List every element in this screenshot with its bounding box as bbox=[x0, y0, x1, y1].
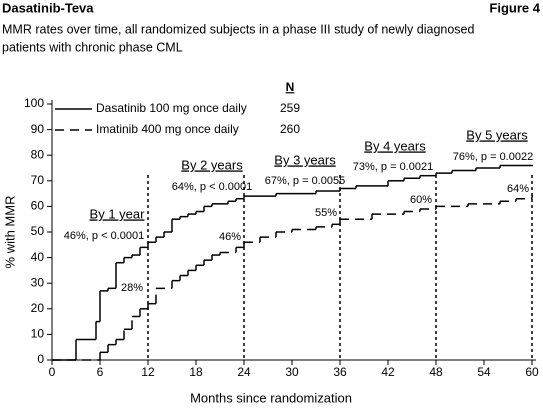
y-tick-label: 100 bbox=[24, 96, 44, 110]
y-tick-label: 70 bbox=[31, 173, 45, 187]
legend-label: Imatinib 400 mg once daily bbox=[96, 122, 239, 136]
x-tick-label: 6 bbox=[97, 365, 104, 379]
x-tick-label: 0 bbox=[49, 365, 56, 379]
figure-label: Figure 4 bbox=[489, 0, 540, 15]
annotation: 46%, p < 0.0001 bbox=[64, 230, 144, 242]
x-tick-label: 48 bbox=[429, 365, 443, 379]
x-tick-label: 42 bbox=[381, 365, 395, 379]
annotation: 46% bbox=[219, 231, 241, 243]
annotation: By 2 years bbox=[181, 157, 243, 172]
annotation: 76%, p = 0.0022 bbox=[453, 151, 533, 163]
legend-n: 260 bbox=[280, 122, 300, 136]
chart-title: patients with chronic phase CML bbox=[2, 40, 183, 54]
annotation: 64% bbox=[507, 183, 529, 195]
annotation: 73%, p = 0.0021 bbox=[353, 161, 433, 173]
annotation: By 1 year bbox=[90, 206, 146, 221]
annotation: By 3 years bbox=[274, 152, 336, 167]
annotation: By 4 years bbox=[364, 138, 426, 153]
x-tick-label: 18 bbox=[189, 365, 203, 379]
annotation: By 5 years bbox=[466, 127, 528, 142]
x-tick-label: 60 bbox=[525, 365, 539, 379]
x-tick-label: 54 bbox=[477, 365, 491, 379]
y-tick-label: 0 bbox=[37, 352, 44, 366]
y-tick-label: 60 bbox=[31, 199, 45, 213]
x-tick-label: 12 bbox=[141, 365, 155, 379]
chart-title: MMR rates over time, all randomized subj… bbox=[2, 22, 474, 36]
y-axis-label: % with MMR bbox=[2, 196, 17, 269]
x-axis-label: Months since randomization bbox=[190, 390, 352, 405]
annotation: 60% bbox=[410, 194, 432, 206]
y-tick-label: 90 bbox=[31, 122, 45, 136]
y-tick-label: 20 bbox=[31, 301, 45, 315]
annotation: 67%, p = 0.0055 bbox=[265, 175, 345, 187]
y-tick-label: 40 bbox=[31, 250, 45, 264]
y-tick-label: 10 bbox=[31, 327, 45, 341]
y-tick-label: 80 bbox=[31, 147, 45, 161]
x-tick-label: 24 bbox=[237, 365, 251, 379]
x-tick-label: 30 bbox=[285, 365, 299, 379]
y-tick-label: 50 bbox=[31, 224, 45, 238]
legend-n: 259 bbox=[280, 101, 300, 115]
legend-n-header: N bbox=[286, 80, 295, 94]
header-label: Dasatinib-Teva bbox=[2, 0, 94, 15]
annotation: 55% bbox=[315, 207, 337, 219]
y-tick-label: 30 bbox=[31, 275, 45, 289]
annotation: 28% bbox=[121, 282, 143, 294]
x-tick-label: 36 bbox=[333, 365, 347, 379]
legend-label: Dasatinib 100 mg once daily bbox=[96, 101, 247, 115]
annotation: 64%, p < 0.0001 bbox=[172, 181, 252, 193]
